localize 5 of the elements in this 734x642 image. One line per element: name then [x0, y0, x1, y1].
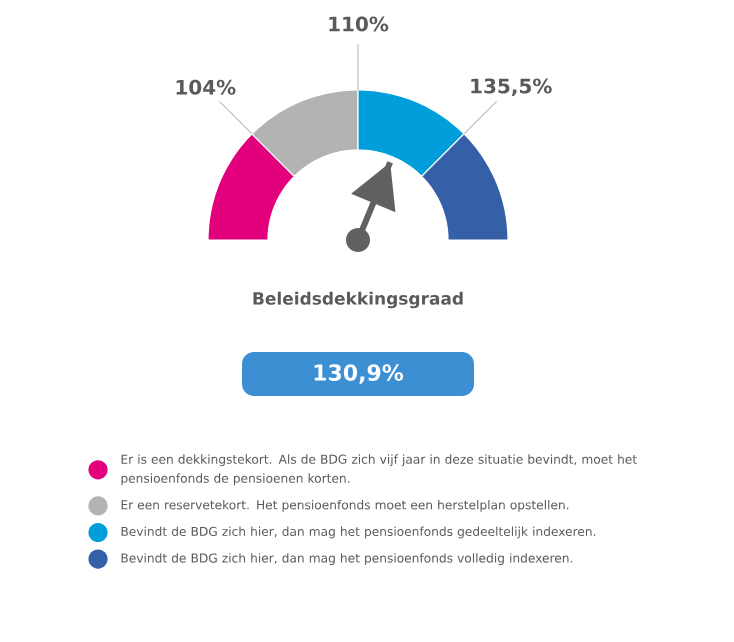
text: 110% — [329, 16, 389, 32]
text: 104% — [176, 79, 236, 95]
text: 130,9% — [314, 364, 404, 384]
text: Beleidsdekkingsgraad — [253, 291, 463, 309]
text: 135,5% — [471, 78, 552, 97]
